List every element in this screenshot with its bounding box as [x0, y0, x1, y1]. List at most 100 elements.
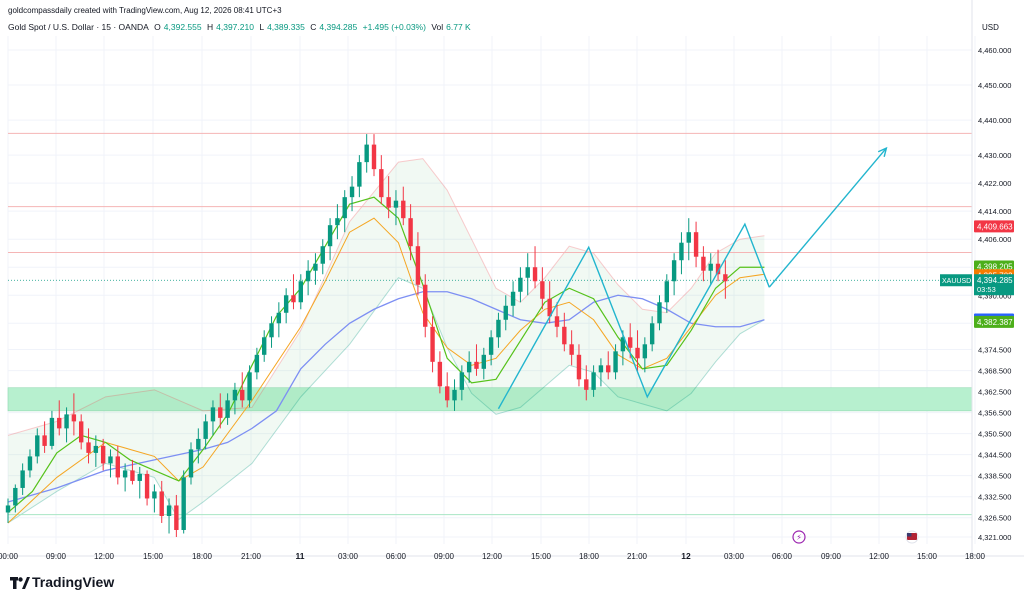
- current-price-bg: [974, 274, 1014, 296]
- candle-body: [108, 456, 113, 464]
- symbol-info-bar: Gold Spot / U.S. Dollar · 15 · OANDA O 4,…: [8, 22, 474, 32]
- price-axis-tick: 4,390.000: [978, 291, 1011, 300]
- time-axis-tick: 15:00: [143, 552, 164, 561]
- candle-body: [620, 337, 626, 352]
- candle-body: [203, 421, 208, 439]
- candle-body: [459, 372, 465, 390]
- candle-body: [218, 407, 223, 418]
- candle-body: [379, 169, 384, 198]
- time-axis-tick: 09:00: [46, 552, 67, 561]
- candle-body: [240, 389, 245, 401]
- candle-body: [591, 372, 596, 390]
- candle-body: [181, 477, 186, 530]
- projection-arrow: [768, 147, 887, 288]
- candle-body: [57, 417, 62, 429]
- time-axis-tick: 06:00: [386, 552, 407, 561]
- candle-body: [232, 389, 238, 401]
- volume-label: Vol: [431, 22, 444, 32]
- time-axis-tick: 00:00: [0, 552, 19, 561]
- price-label: 4,382.387: [977, 318, 1013, 327]
- close-value: 4,394.285: [319, 22, 358, 32]
- time-axis-tick: 03:00: [724, 552, 745, 561]
- candle-body: [137, 473, 142, 481]
- ma-green-line: [7, 196, 765, 513]
- candle-body: [628, 337, 633, 348]
- price-axis-tick: 4,332.500: [978, 493, 1011, 502]
- price-axis-tick: 4,356.500: [978, 409, 1011, 418]
- candle-body: [225, 400, 230, 418]
- price-label: 4,409.663: [977, 222, 1013, 231]
- candle-body: [313, 263, 318, 271]
- candle-body: [503, 305, 508, 320]
- candle-body: [452, 389, 457, 401]
- time-axis-tick: 18:00: [965, 552, 986, 561]
- time-axis-tick: 12:00: [94, 552, 115, 561]
- candle-body: [708, 263, 713, 271]
- price-axis-tick: 4,430.000: [978, 151, 1011, 160]
- time-axis-tick: 09:00: [434, 552, 455, 561]
- open-value: 4,392.555: [163, 22, 202, 32]
- candle-body: [679, 242, 684, 261]
- candle-body: [423, 284, 428, 327]
- candle-body: [466, 361, 472, 373]
- time-axis-tick: 15:00: [917, 552, 938, 561]
- price-axis-tick: 4,362.500: [978, 388, 1011, 397]
- price-axis-tick: 4,422.000: [978, 179, 1011, 188]
- candle-body: [371, 144, 377, 170]
- change-value: +1.495 (+0.03%): [362, 22, 426, 32]
- candle-body: [686, 232, 691, 243]
- time-axis-tick: 12:00: [869, 552, 890, 561]
- symbol-tag-bg: [940, 274, 972, 287]
- close-label: C: [310, 22, 317, 32]
- candle-body: [320, 246, 325, 264]
- time-axis-tick: 12: [681, 551, 691, 561]
- candle-body: [79, 421, 84, 443]
- candle-body: [584, 379, 589, 390]
- tradingview-logo-icon: [10, 576, 30, 589]
- price-axis-tick: 4,414.000: [978, 207, 1011, 216]
- price-axis-tick: 4,321.000: [978, 533, 1011, 542]
- candle-body: [327, 225, 333, 247]
- candle-body: [401, 200, 406, 219]
- price-axis-tick: 4,440.000: [978, 116, 1011, 125]
- candle-body: [510, 291, 516, 306]
- candle-body: [562, 326, 567, 345]
- band-upper: [7, 158, 765, 436]
- candle-body: [152, 491, 157, 499]
- candle-body: [649, 323, 655, 345]
- zigzag-pattern: [497, 222, 770, 410]
- candle-body: [723, 274, 728, 282]
- candle-body: [349, 186, 355, 198]
- chart-credit: goldcompassdaily created with TradingVie…: [8, 6, 282, 15]
- candle-body: [210, 407, 216, 422]
- candle-body: [554, 316, 560, 327]
- candle-body: [445, 386, 450, 401]
- candle-body: [415, 246, 421, 285]
- price-label-bg: [974, 315, 1014, 328]
- price-axis-tick: 4,368.500: [978, 367, 1011, 376]
- candle-body: [576, 354, 582, 380]
- candle-body: [64, 414, 69, 429]
- candle-body: [159, 491, 164, 516]
- current-price: 4,394.285: [977, 276, 1013, 285]
- candle-body: [196, 438, 201, 450]
- candle-body: [93, 445, 99, 453]
- candle-body: [166, 505, 172, 516]
- symbol-title[interactable]: Gold Spot / U.S. Dollar · 15 · OANDA: [8, 22, 149, 32]
- ma-blue-line: [7, 291, 765, 503]
- candle-body: [664, 281, 669, 303]
- tradingview-logo-text: TradingView: [32, 574, 115, 590]
- low-label: L: [259, 22, 265, 32]
- candle-body: [100, 445, 106, 464]
- candle-body: [496, 319, 501, 338]
- price-label: 4,398.205: [977, 263, 1013, 272]
- candle-body: [408, 218, 413, 247]
- candle-body: [86, 442, 91, 453]
- time-axis-tick: 06:00: [772, 552, 793, 561]
- candle-body: [657, 302, 662, 324]
- candle-body: [393, 200, 399, 208]
- candle-body: [540, 281, 545, 299]
- tradingview-logo[interactable]: TradingView: [10, 574, 114, 590]
